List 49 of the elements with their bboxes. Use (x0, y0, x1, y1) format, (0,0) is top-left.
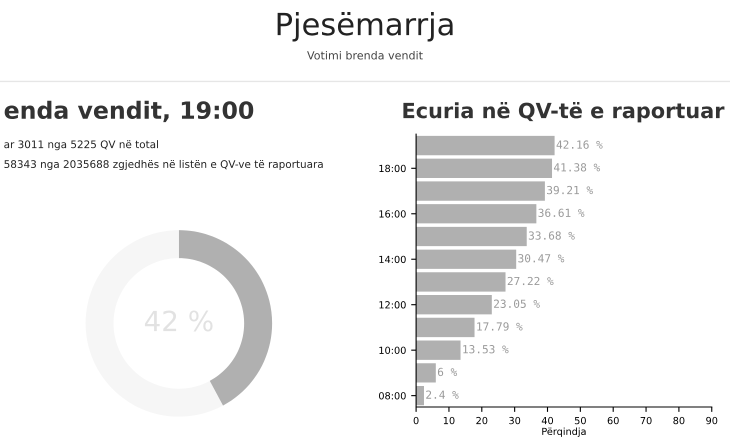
text: 30.47 % (518, 254, 564, 262)
x-tick-label: 50 (574, 416, 586, 424)
text: 27.22 % (508, 276, 554, 286)
text: ar 3011 nga 5225 QV në total (4, 140, 158, 150)
bar (416, 204, 536, 224)
donut-slice (86, 230, 223, 417)
x-tick-label: 10 (444, 416, 454, 424)
x-tick-label: 20 (476, 416, 488, 424)
x-tick-label: 70 (640, 416, 652, 424)
y-tick-label: 08:00 (379, 392, 406, 400)
bar (416, 136, 555, 156)
x-axis-title: Përqindja (542, 428, 586, 437)
y-tick-label: 16:00 (379, 210, 406, 218)
text: 33.68 % (528, 231, 575, 240)
text: Pjesëmarrja (278, 12, 453, 42)
bar (416, 272, 506, 292)
x-tick-label: 60 (608, 416, 619, 424)
bar (416, 295, 492, 314)
text: Votimi brenda vendit (307, 50, 423, 60)
text: 23.05 % (494, 300, 540, 308)
bar (416, 318, 475, 338)
x-tick-label: 0 (414, 416, 419, 424)
donut-slice (178, 230, 272, 406)
y-tick-label: 18:00 (379, 164, 406, 172)
x-tick-label: 40 (542, 416, 554, 424)
text: 13.53 % (463, 345, 509, 354)
text: 39.21 % (547, 186, 593, 194)
chart-title: Ecuria në QV-të e raportuar (403, 102, 724, 122)
bar (416, 363, 436, 383)
text: 41.38 % (554, 163, 600, 172)
bar (416, 181, 545, 201)
x-tick-label: 30 (509, 416, 520, 424)
text: 2.4 % (426, 390, 459, 399)
bar (416, 250, 516, 269)
text: 6 % (438, 368, 458, 376)
y-tick-label: 10:00 (379, 346, 406, 354)
bar (416, 226, 527, 246)
text: 58343 nga 2035688 zgjedhës në listën e QV-ve të raportuara (4, 160, 323, 170)
chart-title: enda vendit, 19:00 (4, 100, 254, 122)
x-tick-label: 80 (673, 416, 684, 424)
x-tick-label: 90 (706, 416, 718, 424)
text: 42.16 % (556, 140, 603, 149)
text: 36.61 % (538, 208, 584, 218)
y-tick-label: 14:00 (379, 256, 406, 264)
text: 17.79 % (477, 322, 523, 331)
bar (416, 158, 552, 178)
bar (416, 340, 461, 360)
bar (416, 386, 424, 406)
y-tick-label: 12:00 (379, 301, 406, 309)
